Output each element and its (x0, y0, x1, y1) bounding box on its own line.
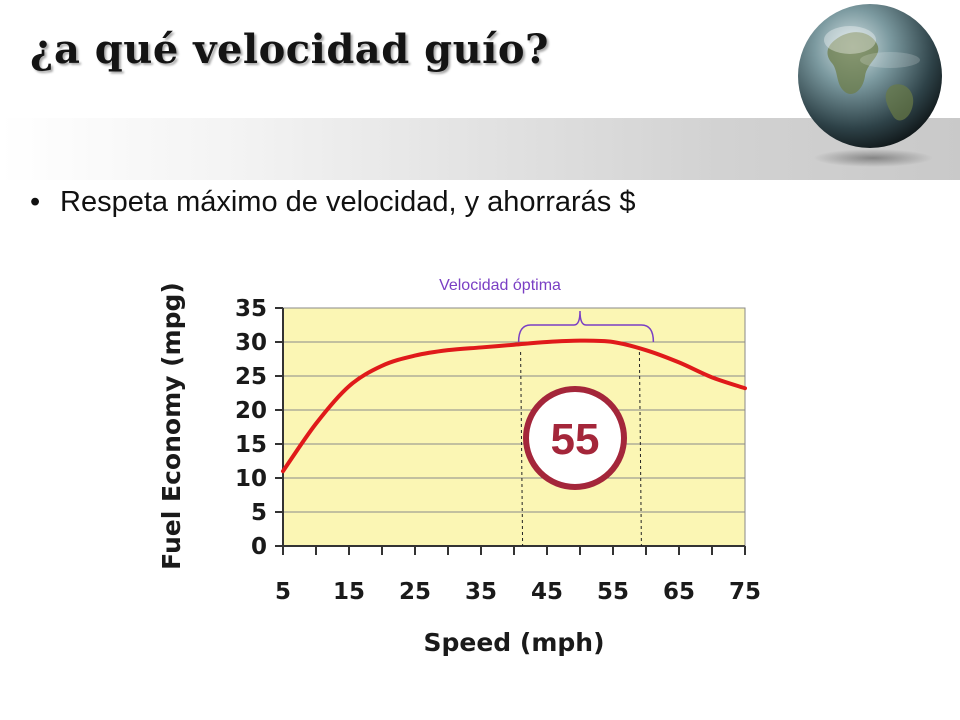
x-axis-label: Speed (mph) (423, 628, 604, 657)
y-tick-label: 15 (235, 432, 267, 458)
x-tick-label: 15 (333, 579, 365, 605)
y-tick-label: 30 (235, 330, 267, 356)
optimal-range-right-line (638, 351, 642, 547)
optimal-range-brace (517, 310, 655, 343)
optimal-range-left-line (520, 351, 524, 547)
y-tick-label: 0 (251, 534, 267, 560)
y-tick-label: 35 (235, 296, 267, 322)
title-underline-band (0, 118, 960, 180)
bullet-item: • Respeta máximo de velocidad, y ahorrará… (30, 186, 635, 219)
y-axis-label: Fuel Economy (mpg) (157, 282, 186, 570)
bullet-dot: • (30, 186, 41, 218)
slide-title: ¿a qué velocidad guío? (30, 26, 549, 73)
plot-area (282, 307, 746, 547)
x-tick-label: 35 (465, 579, 497, 605)
speed-55-badge (523, 386, 627, 490)
fuel-economy-line (281, 338, 747, 474)
y-tick-label: 5 (251, 500, 267, 526)
y-tick-label: 25 (235, 364, 267, 390)
speed-55-badge-text: 55 (551, 415, 600, 464)
x-tick-label: 5 (275, 579, 291, 605)
y-tick-label: 20 (235, 398, 267, 424)
bullet-text: Respeta máximo de velocidad, y ahorrarás… (60, 186, 636, 218)
x-tick-label: 55 (597, 579, 629, 605)
x-tick-label: 75 (729, 579, 761, 605)
y-tick-label: 10 (235, 466, 267, 492)
x-tick-label: 45 (531, 579, 563, 605)
x-tick-label: 65 (663, 579, 695, 605)
x-tick-label: 25 (399, 579, 431, 605)
globe-icon (798, 4, 942, 167)
optimal-speed-label: Velocidad óptima (439, 277, 561, 294)
